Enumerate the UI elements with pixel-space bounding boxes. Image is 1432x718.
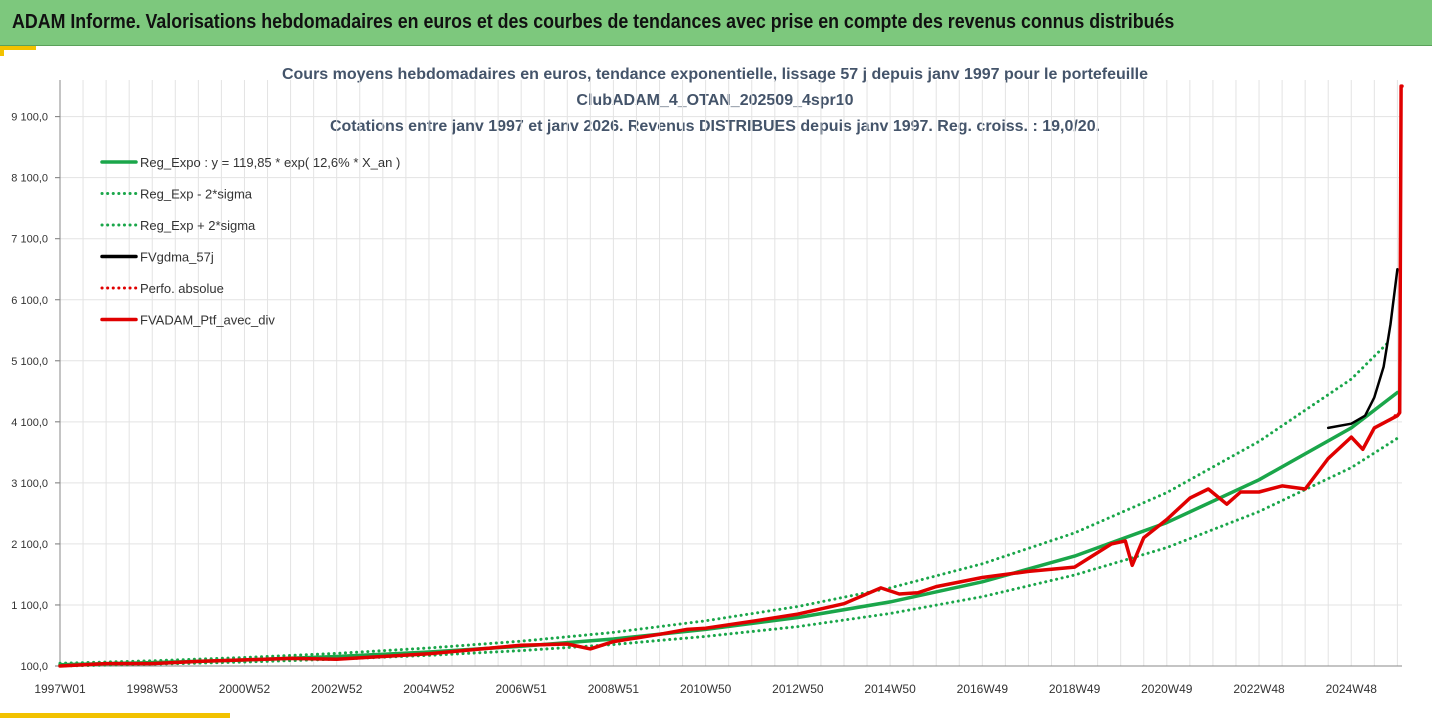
series-line-4 bbox=[1326, 267, 1399, 430]
legend-label-4: FVgdma_57j bbox=[140, 250, 214, 265]
x-tick-label: 2022W48 bbox=[1233, 682, 1285, 696]
x-tick-label: 2014W50 bbox=[864, 682, 916, 696]
x-tick-label: 2006W51 bbox=[495, 682, 547, 696]
y-tick-label: 100,0 bbox=[20, 661, 48, 673]
header-title: ADAM Informe. Valorisations hebdomadaire… bbox=[12, 11, 1175, 33]
x-tick-label: 2024W48 bbox=[1326, 682, 1378, 696]
series-line-6 bbox=[58, 84, 1404, 668]
y-tick-label: 7 100,0 bbox=[11, 234, 48, 246]
accent-bar-bottom bbox=[0, 713, 230, 718]
series-line-3 bbox=[58, 341, 1390, 665]
x-tick-label: 2002W52 bbox=[311, 682, 363, 696]
x-tick-label: 2004W52 bbox=[403, 682, 455, 696]
legend-label-3: Reg_Exp + 2*sigma bbox=[140, 218, 256, 233]
chart-title-line-1: Cours moyens hebdomadaires en euros, ten… bbox=[281, 66, 1149, 83]
series-line-2 bbox=[58, 436, 1399, 668]
x-tick-label: 2000W52 bbox=[219, 682, 271, 696]
legend-label-2: Reg_Exp - 2*sigma bbox=[140, 187, 253, 202]
x-tick-label: 2018W49 bbox=[1049, 682, 1101, 696]
y-tick-label: 4 100,0 bbox=[11, 417, 48, 429]
x-tick-label: 2016W49 bbox=[957, 682, 1009, 696]
y-tick-label: 9 100,0 bbox=[11, 112, 48, 124]
series-layer bbox=[58, 84, 1404, 668]
y-tick-label: 5 100,0 bbox=[11, 356, 48, 368]
legend: Reg_Expo : y = 119,85 * exp( 12,6% * X_a… bbox=[100, 155, 400, 328]
chart-title-line-2: ClubADAM_4_OTAN_202509_4spr10 bbox=[576, 92, 854, 109]
legend-label-1: Reg_Expo : y = 119,85 * exp( 12,6% * X_a… bbox=[140, 155, 400, 170]
y-tick-label: 2 100,0 bbox=[11, 539, 48, 551]
x-tick-label: 1998W53 bbox=[127, 682, 179, 696]
header-banner: ADAM Informe. Valorisations hebdomadaire… bbox=[0, 0, 1432, 46]
y-tick-label: 8 100,0 bbox=[11, 173, 48, 185]
legend-label-5: Perfo. absolue bbox=[140, 281, 224, 296]
x-tick-label: 1997W01 bbox=[34, 682, 86, 696]
y-tick-label: 1 100,0 bbox=[11, 600, 48, 612]
accent-bar-top bbox=[0, 46, 36, 50]
x-tick-label: 2020W49 bbox=[1141, 682, 1193, 696]
x-tick-label: 2008W51 bbox=[588, 682, 640, 696]
x-tick-label: 2010W50 bbox=[680, 682, 732, 696]
y-tick-label: 3 100,0 bbox=[11, 478, 48, 490]
axes: 100,0 1 100,0 2 100,0 3 100,0 4 100,0 5 100,0… bbox=[11, 80, 1402, 696]
chart-title-line-3: Cotations entre janv 1997 et janv 2026. … bbox=[329, 118, 1101, 135]
legend-label-6: FVADAM_Ptf_avec_div bbox=[140, 313, 275, 328]
y-tick-label: 6 100,0 bbox=[11, 295, 48, 307]
x-tick-label: 2012W50 bbox=[772, 682, 824, 696]
accent-bar-left bbox=[0, 46, 4, 56]
